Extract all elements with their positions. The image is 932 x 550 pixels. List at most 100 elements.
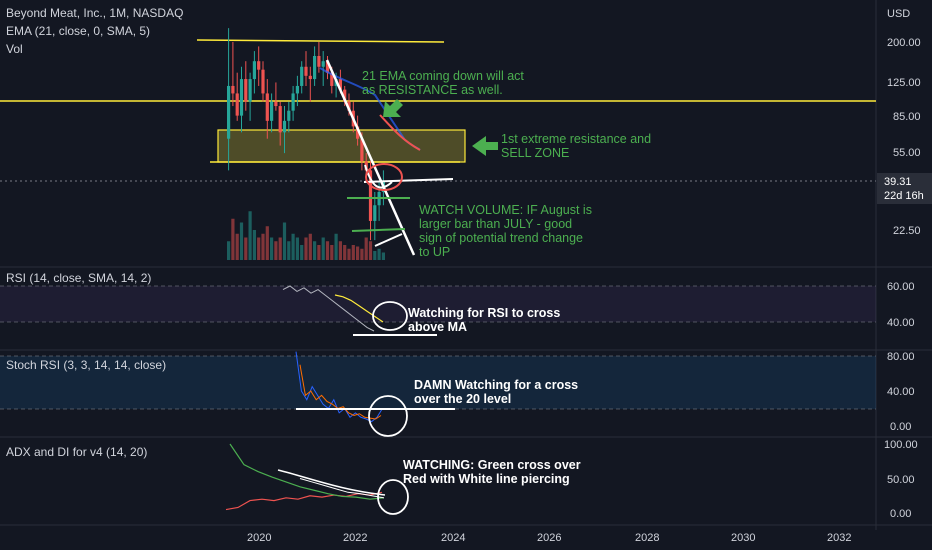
note-volume-4: to UP: [419, 245, 450, 259]
volume-bar: [270, 237, 274, 260]
volume-bar: [334, 233, 338, 260]
volume-bar: [291, 233, 295, 260]
rsi-band: [0, 286, 876, 322]
volume-bar: [244, 237, 248, 260]
note-adx-1: WATCHING: Green cross over: [403, 458, 581, 472]
volume-bar: [235, 233, 239, 260]
stoch-pane-label[interactable]: Stoch RSI (3, 3, 14, 14, close): [6, 358, 167, 372]
time-tick: 2032: [827, 532, 851, 544]
candle-body: [338, 79, 342, 90]
rsi-circle: [372, 301, 408, 331]
note-sell-2: SELL ZONE: [501, 146, 569, 160]
candle-body: [282, 120, 287, 133]
candles: [227, 28, 385, 241]
volume-bar: [231, 218, 235, 260]
note-rsi-1: Watching for RSI to cross: [408, 306, 560, 320]
candle-body: [325, 61, 330, 73]
price-tick: 125.00: [887, 77, 921, 89]
red-circle: [365, 163, 403, 191]
candle-body: [295, 85, 299, 94]
volume-bar: [381, 252, 385, 260]
volume-bar: [274, 241, 278, 260]
adx-tick: 100.00: [884, 439, 918, 451]
volume-bar: [338, 241, 342, 260]
volume-bar: [300, 245, 304, 260]
adx-pane-label[interactable]: ADX and DI for v4 (14, 20): [6, 445, 148, 459]
note-ema-1: 21 EMA coming down will act: [362, 69, 524, 83]
stoch-band: [0, 356, 876, 409]
candle-body: [360, 138, 364, 162]
last-price-tag: 39.31 22d 16h: [877, 173, 932, 204]
candle-body: [257, 61, 261, 70]
volume-bar: [347, 248, 351, 260]
adx-plus-di-line: [225, 491, 383, 511]
adx-minus-di-line: [229, 443, 385, 500]
note-stoch-1: DAMN Watching for a cross: [414, 378, 578, 392]
stoch-tick: 40.00: [887, 386, 915, 398]
ema-legend[interactable]: EMA (21, close, 0, SMA, 5): [6, 24, 151, 38]
candle-body: [330, 72, 334, 86]
price-tick: 200.00: [887, 37, 921, 49]
green-arrow-ema: [383, 99, 403, 117]
note-volume-3: sign of potential trend change: [419, 231, 583, 245]
candle-body: [300, 66, 304, 86]
resistance-line-top: [196, 39, 445, 43]
volume-bar: [373, 251, 377, 260]
support-white: [363, 178, 454, 183]
candle-body: [321, 61, 325, 67]
candle-body: [287, 110, 291, 121]
candle-body: [239, 79, 244, 116]
volume-bar: [330, 245, 334, 260]
volume-bar: [261, 233, 265, 260]
candle-body: [274, 101, 278, 107]
price-tick: 22.50: [893, 225, 921, 237]
rsi-value-line: [282, 285, 375, 332]
stoch-tick: 80.00: [887, 351, 915, 363]
rsi-pane-label[interactable]: RSI (14, close, SMA, 14, 2): [6, 271, 152, 285]
volume-bar: [304, 237, 308, 260]
candle-body: [368, 170, 373, 221]
note-ema-2: as RESISTANCE as well.: [362, 83, 503, 97]
volume-bar: [317, 245, 321, 260]
green-arrow-sell: [472, 136, 498, 156]
note-sell-1: 1st extreme resistance and: [501, 132, 651, 146]
adx-white-line: [277, 469, 386, 496]
adx-lines: [225, 443, 385, 511]
vol-legend[interactable]: Vol: [6, 42, 23, 56]
time-tick: 2028: [635, 532, 659, 544]
volume-bar: [321, 237, 325, 260]
currency-label: USD: [887, 8, 910, 20]
adx-main-line: [299, 478, 385, 499]
candle-body: [313, 55, 317, 80]
volume-bar: [295, 237, 299, 260]
volume-bar: [368, 241, 373, 260]
time-tick: 2024: [441, 532, 465, 544]
volume-bar: [356, 246, 360, 260]
candle-body: [231, 85, 235, 94]
adx-circle: [377, 479, 409, 515]
volume-bar: [257, 237, 261, 260]
volume-bar: [325, 241, 330, 260]
price-tick: 55.00: [893, 147, 921, 159]
volume-bar: [248, 211, 252, 260]
volume-bars: [227, 211, 385, 260]
candle-body: [265, 93, 269, 121]
ema-line-red: [379, 114, 421, 151]
candle-body: [317, 55, 321, 67]
candle-body: [252, 61, 256, 80]
candle-body: [308, 75, 312, 80]
rsi-tick: 40.00: [887, 317, 915, 329]
candle-body: [248, 79, 252, 102]
candle-body: [235, 93, 239, 116]
rsi-ma-line: [334, 294, 384, 323]
candle-body: [278, 106, 282, 133]
volume-bar: [313, 241, 317, 260]
volume-bar: [265, 226, 269, 260]
volume-bar: [343, 245, 347, 260]
stoch-tick: 0.00: [890, 421, 911, 433]
symbol-title[interactable]: Beyond Meat, Inc., 1M, NASDAQ: [6, 6, 184, 20]
white-check-curve: [364, 164, 393, 189]
trendline: [325, 59, 416, 256]
rsi-lines: [282, 285, 384, 332]
